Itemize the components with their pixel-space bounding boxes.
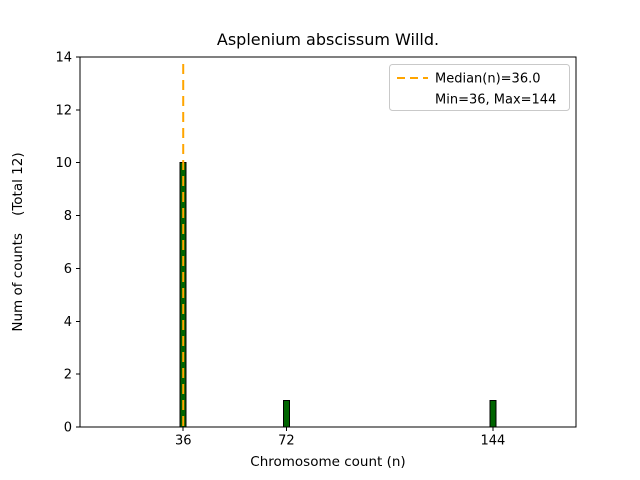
x-tick-label: 72: [278, 434, 295, 449]
y-tick-label: 0: [64, 421, 72, 436]
bar: [489, 400, 497, 428]
y-tick-label: 4: [64, 315, 72, 330]
chart-title: Asplenium abscissum Willd.: [217, 30, 439, 49]
axes-frame: [79, 56, 577, 428]
y-axis-label: Num of counts (Total 12): [10, 152, 26, 331]
y-tick-label: 6: [64, 262, 72, 277]
legend-box: [389, 64, 570, 111]
x-axis-label: Chromosome count (n): [250, 454, 405, 470]
x-tick-label: 144: [480, 434, 505, 449]
y-tick-label: 2: [64, 368, 72, 383]
x-tick-label: 36: [175, 434, 192, 449]
y-tick-label: 8: [64, 209, 72, 224]
bar: [282, 400, 290, 428]
y-tick-label: 14: [55, 51, 72, 66]
legend-label-minmax: Min=36, Max=144: [435, 93, 556, 108]
legend-label-median: Median(n)=36.0: [435, 72, 541, 87]
y-tick-label: 10: [55, 156, 72, 171]
y-tick-label: 12: [55, 103, 72, 118]
